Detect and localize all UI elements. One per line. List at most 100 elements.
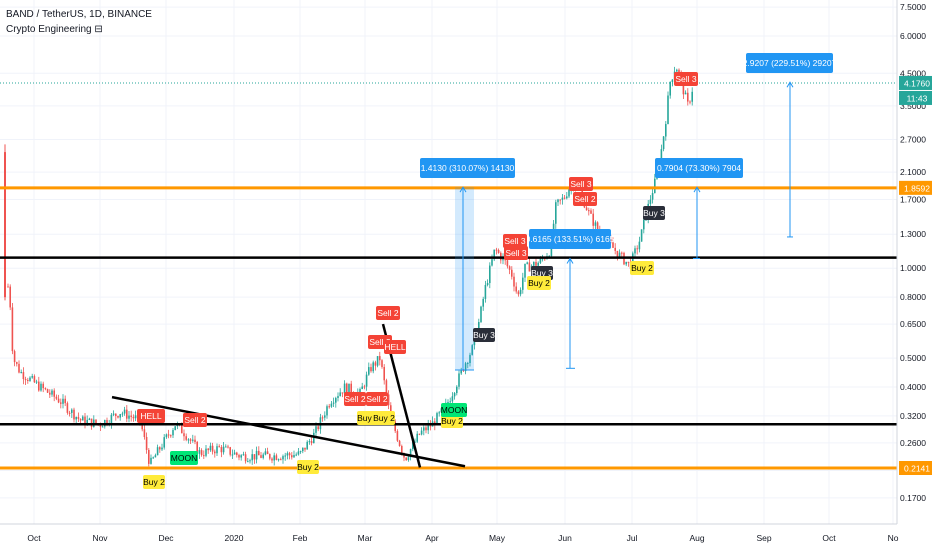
candle-body: [172, 430, 174, 436]
candle-body: [148, 449, 150, 464]
candle-body: [370, 367, 372, 372]
candle-body: [101, 426, 104, 428]
candle-body: [170, 435, 172, 437]
candle-body: [132, 416, 135, 419]
candle-body: [277, 459, 280, 461]
candle-body: [678, 69, 680, 74]
candle-body: [198, 450, 201, 454]
candle-body: [493, 249, 495, 260]
candle-body: [361, 386, 363, 390]
signal-tag-label: Sell 3: [504, 236, 526, 246]
x-tick-label: Jun: [558, 533, 572, 543]
y-tick-label: 0.6500: [900, 319, 926, 329]
candle-body: [117, 415, 119, 418]
x-tick-label: 2020: [225, 533, 244, 543]
candle-body: [524, 263, 526, 278]
candle-body: [638, 241, 641, 250]
y-tick-label: 0.2600: [900, 438, 926, 448]
y-tick-label: 2.1000: [900, 167, 926, 177]
candle-body: [398, 440, 401, 447]
candle-body: [324, 415, 326, 418]
candle-body: [11, 307, 14, 352]
candle-body: [20, 372, 22, 374]
candle-body: [636, 248, 638, 250]
signal-tag-box: [366, 392, 388, 406]
signal-tag-label: HELL: [140, 411, 162, 421]
candle-body: [110, 414, 113, 424]
signal-tag-label: Buy 2: [528, 278, 550, 288]
candle-body: [489, 265, 491, 284]
candle-body: [425, 427, 427, 431]
candle-body: [376, 356, 379, 366]
y-tick-label: 2.7000: [900, 134, 926, 144]
candle-body: [200, 450, 203, 456]
candle-body: [321, 417, 324, 419]
candle-body: [229, 447, 231, 455]
candle-body: [348, 383, 350, 393]
candle-body: [396, 431, 399, 441]
candle-body: [330, 403, 333, 407]
signal-tag-box: [143, 475, 165, 489]
measurement-label: 2.9207 (229.51%) 29207: [743, 58, 837, 68]
candle-body: [519, 289, 522, 295]
candle-body: [90, 418, 93, 427]
candle-body: [293, 455, 295, 458]
candle-body: [533, 261, 535, 266]
signal-tag-sell: HELL: [384, 340, 406, 354]
measurement-label-box: [529, 229, 611, 249]
y-tick-label: 0.3200: [900, 411, 926, 421]
signal-tag-box: [373, 411, 395, 425]
candle-body: [590, 210, 592, 214]
candle-body: [115, 413, 117, 416]
candle-body: [247, 461, 249, 463]
candle-body: [73, 409, 75, 420]
candle-body: [491, 259, 493, 266]
signal-tag-box: [183, 413, 207, 427]
measurement-tool: 2.9207 (229.51%) 29207: [743, 53, 837, 238]
candle-body: [183, 433, 185, 437]
candle-body: [612, 242, 614, 248]
time-axis-bg: [0, 524, 932, 550]
candle-body: [249, 460, 251, 462]
candle-body: [222, 446, 225, 453]
signal-tag-box: [504, 246, 528, 260]
candle-body: [106, 420, 108, 425]
candle-body: [308, 441, 311, 443]
signal-tag-box: [344, 392, 366, 406]
candle-body: [55, 396, 58, 399]
signal-tag-sell: Sell 3: [503, 234, 527, 248]
candle-body: [511, 269, 513, 277]
signal-tag-box: [137, 409, 165, 423]
candle-body: [643, 219, 645, 230]
candles: [4, 66, 693, 467]
candle-body: [682, 79, 685, 95]
candle-body: [691, 91, 693, 102]
candle-body: [161, 447, 163, 450]
measurement-label: 0.7904 (73.30%) 7904: [657, 163, 741, 173]
candle-body: [614, 247, 616, 251]
candle-body: [95, 419, 97, 424]
symbol-title: BAND / TetherUS, 1D, BINANCE: [6, 9, 152, 20]
candle-body: [240, 455, 242, 458]
candle-body: [189, 439, 192, 441]
candle-body: [522, 277, 524, 290]
y-tick-label: 4.5000: [900, 68, 926, 78]
y-tick-label: 7.5000: [900, 2, 926, 12]
candle-body: [335, 398, 337, 403]
candle-body: [559, 199, 561, 201]
candle-body: [128, 415, 130, 419]
candle-body: [374, 362, 377, 366]
candle-body: [82, 416, 84, 421]
candle-body: [255, 450, 258, 460]
measurement-label-box: [420, 158, 515, 178]
signal-tag-label: Sell 2: [574, 194, 596, 204]
signal-tag-box: [473, 328, 495, 342]
candle-body: [44, 388, 47, 390]
candle-body: [365, 374, 368, 387]
price-axis-tag: [899, 180, 932, 195]
signal-tag-label: Buy 3: [643, 208, 665, 218]
candle-body: [508, 266, 511, 270]
candle-body: [368, 367, 370, 375]
